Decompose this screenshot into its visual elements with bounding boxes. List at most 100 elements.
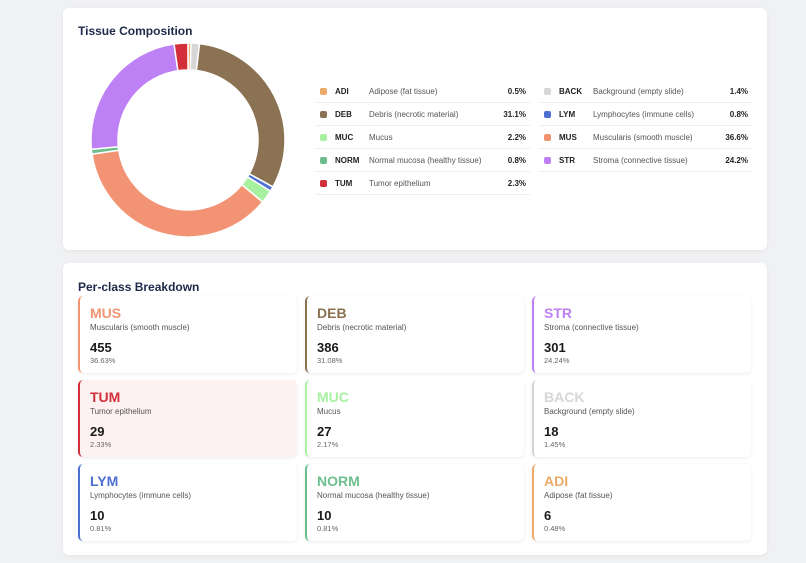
legend-code: TUM [335, 178, 353, 188]
legend-code: MUS [559, 132, 577, 142]
card-percent: 0.81% [90, 524, 112, 533]
donut-slice [195, 42, 286, 188]
legend-swatch [544, 156, 551, 164]
card-count: 10 [317, 508, 332, 523]
legend-description: Stroma (connective tissue) [593, 155, 688, 165]
card-count: 29 [90, 424, 105, 439]
legend-description: Tumor epithelium [369, 178, 431, 188]
legend-swatch [320, 179, 327, 187]
card-code: LYM [90, 473, 119, 489]
panel-title: Per-class Breakdown [78, 280, 200, 294]
legend-code: DEB [335, 109, 352, 119]
class-card: BACK Background (empty slide) 18 1.45% [532, 380, 751, 457]
class-card: ADI Adipose (fat tissue) 6 0.48% [532, 464, 751, 541]
card-description: Muscularis (smooth muscle) [90, 323, 190, 332]
legend-code: MUC [335, 132, 354, 142]
class-card: STR Stroma (connective tissue) 301 24.24% [532, 296, 751, 373]
legend-value: 2.3% [507, 178, 526, 188]
legend-row: ADI Adipose (fat tissue) 0.5% [316, 80, 530, 103]
legend-description: Adipose (fat tissue) [369, 86, 438, 96]
legend-code: LYM [559, 109, 576, 119]
class-card: NORM Normal mucosa (healthy tissue) 10 0.81… [305, 464, 524, 541]
class-card: MUS Muscularis (smooth muscle) 455 36.63% [78, 296, 297, 373]
legend-code: BACK [559, 86, 583, 96]
legend-value: 0.8% [507, 155, 526, 165]
card-count: 6 [544, 508, 552, 523]
card-code: MUS [90, 305, 122, 321]
card-code: MUC [317, 389, 349, 405]
card-count: 386 [317, 340, 339, 355]
card-code: NORM [317, 473, 360, 489]
card-code: DEB [317, 305, 347, 321]
legend-swatch [320, 133, 327, 141]
legend-swatch [320, 156, 327, 164]
card-description: Tumor epithelium [90, 407, 152, 416]
legend-value: 31.1% [503, 109, 526, 119]
legend-description: Muscularis (smooth muscle) [593, 132, 693, 142]
legend-value: 0.5% [507, 86, 526, 96]
card-description: Adipose (fat tissue) [544, 491, 613, 500]
card-code: STR [544, 305, 572, 321]
legend-row: NORM Normal mucosa (healthy tissue) 0.8% [316, 149, 530, 172]
card-count: 301 [544, 340, 566, 355]
legend-value: 1.4% [729, 86, 748, 96]
legend-swatch [320, 87, 327, 95]
legend-description: Normal mucosa (healthy tissue) [369, 155, 482, 165]
legend-swatch [320, 110, 327, 118]
breakdown-panel: Per-class Breakdown MUS Muscularis (smoot… [63, 263, 767, 555]
card-code: BACK [544, 389, 585, 405]
legend-value: 0.8% [729, 109, 748, 119]
card-description: Stroma (connective tissue) [544, 323, 639, 332]
legend-code: STR [559, 155, 575, 165]
legend-value: 2.2% [507, 132, 526, 142]
card-description: Debris (necrotic material) [317, 323, 407, 332]
card-percent: 1.45% [544, 440, 566, 449]
donut-chart [90, 42, 286, 238]
legend-row: LYM Lymphocytes (immune cells) 0.8% [540, 103, 752, 126]
card-description: Mucus [317, 407, 341, 416]
class-card: TUM Tumor epithelium 29 2.33% [78, 380, 297, 457]
panel-title: Tissue Composition [78, 24, 193, 38]
class-card: DEB Debris (necrotic material) 386 31.08% [305, 296, 524, 373]
card-percent: 24.24% [544, 356, 570, 365]
legend-swatch [544, 87, 551, 95]
legend-row: MUS Muscularis (smooth muscle) 36.6% [540, 126, 752, 149]
legend-description: Debris (necrotic material) [369, 109, 459, 119]
legend-row: BACK Background (empty slide) 1.4% [540, 80, 752, 103]
card-percent: 0.81% [317, 524, 339, 533]
card-description: Lymphocytes (immune cells) [90, 491, 192, 500]
legend-swatch [544, 110, 551, 118]
class-card: LYM Lymphocytes (immune cells) 10 0.81% [78, 464, 297, 541]
class-card: MUC Mucus 27 2.17% [305, 380, 524, 457]
legend-row: TUM Tumor epithelium 2.3% [316, 172, 530, 195]
card-grid: MUS Muscularis (smooth muscle) 455 36.63% DE… [78, 296, 751, 541]
card-count: 455 [90, 340, 112, 355]
composition-panel: Tissue Composition ADI Adipose (fat tissu… [63, 8, 767, 250]
legend-row: STR Stroma (connective tissue) 24.2% [540, 149, 752, 172]
legend-row: DEB Debris (necrotic material) 31.1% [316, 103, 530, 126]
donut-slice [90, 43, 179, 151]
legend-description: Lymphocytes (immune cells) [593, 109, 695, 119]
card-percent: 31.08% [317, 356, 343, 365]
legend-code: NORM [335, 155, 360, 165]
card-percent: 0.48% [544, 524, 566, 533]
card-percent: 2.17% [317, 440, 339, 449]
card-percent: 2.33% [90, 440, 112, 449]
legend-description: Background (empty slide) [593, 86, 684, 96]
donut-slice [173, 42, 189, 72]
legend-swatch [544, 133, 551, 141]
card-count: 18 [544, 424, 559, 439]
card-count: 27 [317, 424, 332, 439]
legend: ADI Adipose (fat tissue) 0.5% BACK Backgroun… [316, 80, 752, 195]
legend-value: 24.2% [725, 155, 748, 165]
card-description: Normal mucosa (healthy tissue) [317, 491, 430, 500]
legend-description: Mucus [369, 132, 393, 142]
card-count: 10 [90, 508, 105, 523]
card-code: TUM [90, 389, 121, 405]
card-code: ADI [544, 473, 569, 489]
card-description: Background (empty slide) [544, 407, 635, 416]
donut-slice [91, 149, 264, 238]
legend-code: ADI [335, 86, 349, 96]
legend-row: MUC Mucus 2.2% [316, 126, 530, 149]
